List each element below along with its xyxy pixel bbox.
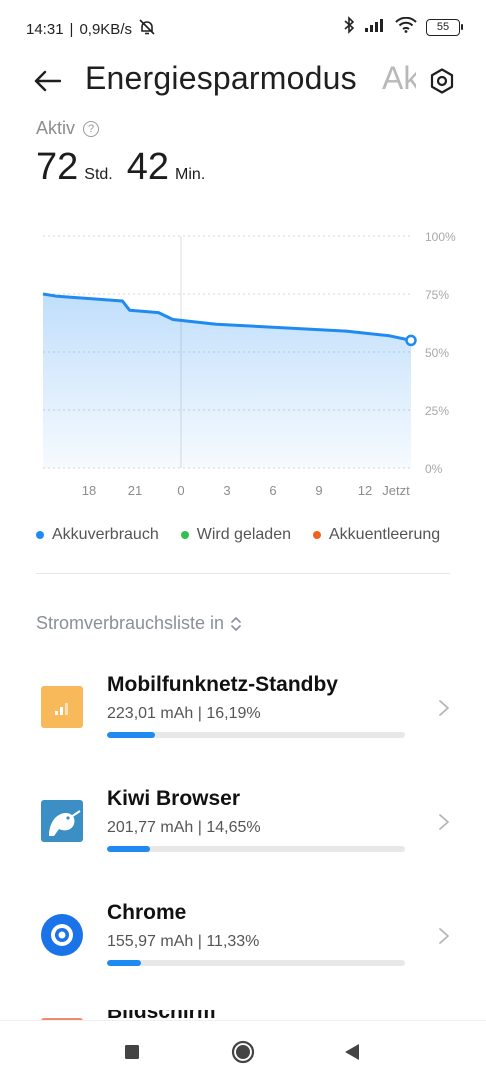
status-separator: | [69,20,74,38]
app-name: Chrome [107,901,187,924]
signal-icon [364,17,386,38]
x-tick-label: 0 [177,483,184,498]
cellular-standby-icon [41,686,83,728]
legend-label: Wird geladen [196,526,291,543]
help-icon[interactable]: ? [83,120,100,137]
y-tick-label: 100% [425,230,456,244]
x-tick-label: 3 [223,483,230,498]
legend-dot [36,531,44,539]
back-triangle-icon [345,1044,359,1060]
app-header: Energiesparmodus Akkunutzung [0,56,486,106]
y-tick-label: 0% [425,462,443,476]
list-header-label: Stromverbrauchsliste in [36,613,225,633]
chrome-icon [41,914,83,956]
alarm-off-icon [138,18,156,40]
app-name: Bildschirm [107,1010,216,1023]
hours-value: 72 [36,146,79,188]
home-button[interactable] [230,1039,256,1065]
hours-unit: Std. [84,166,113,183]
chevron-right-icon [434,926,454,946]
current-point [405,334,417,347]
chart-legend: Akkuverbrauch Wird geladen Akkuentleerung [36,526,440,544]
y-tick-label: 75% [425,288,449,302]
bluetooth-icon [343,16,355,39]
usage-bar-fill [107,846,151,852]
app-usage: 155,97 mAh | 11,33% [107,933,260,950]
active-label: Aktiv [36,118,76,138]
settings-gear-icon [430,68,454,94]
back-arrow-icon [34,70,61,92]
usage-bar [107,732,405,738]
status-right: 55 [343,16,463,39]
recents-button[interactable] [119,1039,145,1065]
series-area [43,294,411,468]
minutes-value: 42 [126,146,170,188]
x-tick-label: 18 [82,483,96,498]
settings-button[interactable] [425,64,459,98]
x-tick-label: 12 [358,483,372,498]
sort-updown-icon [231,616,241,631]
status-bar: 14:31 | 0,9KB/s 55 [0,0,486,56]
legend-item: Akkuverbrauch [36,526,159,544]
legend-item: Wird geladen [180,526,291,544]
system-navbar [0,1020,486,1080]
legend-label: Akkuverbrauch [52,526,159,543]
page-title: Energiesparmodus [85,60,357,96]
x-tick-label: 6 [269,483,276,498]
status-left: 14:31 | 0,9KB/s [26,18,156,40]
usage-bar [107,960,405,966]
x-tick-label: Jetzt [382,483,410,498]
legend-dot [313,531,321,539]
battery-level: 55 [436,21,450,33]
y-tick-label: 50% [425,346,449,360]
app-usage: 223,01 mAh | 16,19% [107,705,261,722]
chevron-right-icon [434,698,454,718]
kiwi-browser-icon [41,800,83,842]
active-label-row: Aktiv ? [36,118,100,139]
back-button[interactable] [30,64,64,98]
legend-item: Akkuentleerung [313,526,440,544]
wifi-icon [395,16,417,38]
app-usage: 201,77 mAh | 14,65% [107,819,261,836]
minutes-unit: Min. [175,166,206,183]
nav-back-button[interactable] [339,1039,365,1065]
divider [36,573,450,574]
app-name: Mobilfunknetz-Standby [107,673,338,696]
tab-next-peek[interactable]: Akkunutzung [382,60,416,96]
recents-square-icon [125,1045,139,1059]
status-time: 14:31 [26,20,64,38]
battery-icon: 55 [426,19,463,36]
app-name: Kiwi Browser [107,787,241,810]
battery-chart-svg: 100% 75% 50% 25% 0% 18 21 0 3 6 9 12 Jetzt [42,230,456,498]
list-item[interactable]: Chrome 155,97 mAh | 11,33% [0,896,486,996]
x-tick-label: 21 [128,483,142,498]
battery-chart[interactable]: 100% 75% 50% 25% 0% 18 21 0 3 6 9 12 Jetzt [0,222,486,502]
usage-bar [107,846,405,852]
network-speed: 0,9KB/s [79,20,132,38]
chevron-right-icon [434,812,454,832]
series-line [42,292,412,342]
usage-bar-fill [107,732,155,738]
legend-dot [180,531,189,539]
legend-label: Akkuentleerung [329,526,441,543]
usage-bar-fill [107,960,141,966]
list-sort-selector[interactable]: Stromverbrauchsliste in [36,613,242,634]
x-tick-label: 9 [315,483,322,498]
y-tick-label: 25% [425,404,449,418]
list-item[interactable]: Kiwi Browser 201,77 mAh | 14,65% [0,782,486,882]
home-circle-icon [231,1040,255,1064]
list-item[interactable]: Mobilfunknetz-Standby 223,01 mAh | 16,19… [0,668,486,768]
active-duration: 72 Std. 42 Min. [36,146,213,189]
